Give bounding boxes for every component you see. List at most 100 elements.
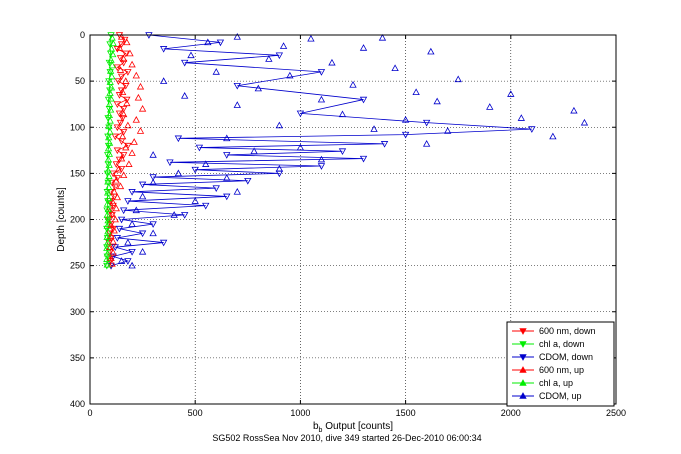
data-point bbox=[149, 229, 157, 237]
data-point bbox=[128, 189, 136, 196]
series-3 bbox=[106, 33, 147, 267]
data-point bbox=[195, 144, 204, 152]
data-point bbox=[107, 45, 116, 52]
data-point bbox=[103, 260, 111, 268]
data-point bbox=[233, 82, 241, 90]
y-tick-label: 350 bbox=[70, 353, 85, 363]
data-point bbox=[132, 116, 140, 123]
data-point bbox=[128, 248, 136, 256]
data-point bbox=[117, 73, 126, 81]
data-point bbox=[149, 174, 157, 181]
data-point bbox=[570, 106, 578, 114]
y-tick-label: 150 bbox=[70, 168, 85, 178]
data-point bbox=[103, 199, 112, 207]
data-point bbox=[103, 188, 112, 196]
data-point bbox=[104, 205, 112, 213]
data-point bbox=[132, 71, 140, 79]
data-point bbox=[123, 96, 131, 104]
data-point bbox=[159, 239, 168, 247]
y-tick-label: 400 bbox=[70, 399, 85, 409]
data-point bbox=[118, 88, 127, 95]
data-point bbox=[486, 103, 494, 110]
data-point bbox=[119, 152, 128, 159]
data-point bbox=[181, 92, 189, 99]
data-point bbox=[244, 177, 252, 185]
x-tick-label: 1000 bbox=[290, 408, 310, 418]
data-point bbox=[107, 94, 115, 102]
data-point bbox=[296, 110, 305, 118]
data-point bbox=[159, 46, 168, 53]
data-point bbox=[223, 152, 231, 159]
data-point bbox=[507, 90, 515, 97]
data-point bbox=[108, 259, 116, 267]
data-point bbox=[170, 211, 178, 218]
data-point bbox=[275, 164, 284, 172]
data-point bbox=[106, 78, 114, 85]
data-point bbox=[202, 160, 210, 167]
data-point bbox=[104, 194, 113, 202]
data-point bbox=[108, 210, 116, 217]
data-point bbox=[103, 249, 112, 257]
y-tick-label: 0 bbox=[80, 30, 85, 40]
data-point bbox=[174, 169, 183, 177]
data-point bbox=[103, 233, 111, 240]
data-point bbox=[106, 128, 114, 135]
data-point bbox=[149, 178, 157, 186]
series-line bbox=[110, 34, 532, 267]
data-point bbox=[117, 41, 126, 49]
data-point bbox=[254, 84, 262, 92]
data-point bbox=[107, 221, 115, 228]
data-point bbox=[338, 148, 347, 156]
data-point bbox=[115, 44, 124, 51]
data-point bbox=[111, 184, 119, 192]
data-point bbox=[216, 39, 225, 47]
data-point bbox=[119, 106, 128, 113]
data-point bbox=[105, 111, 114, 119]
data-point bbox=[124, 258, 132, 265]
data-point bbox=[286, 71, 294, 79]
data-point bbox=[113, 147, 122, 155]
data-point bbox=[134, 93, 143, 101]
x-tick-label: 500 bbox=[188, 408, 203, 418]
data-point bbox=[104, 227, 112, 235]
data-point bbox=[132, 206, 140, 214]
legend-entry: 600 nm, down bbox=[512, 326, 596, 336]
data-point bbox=[138, 181, 147, 189]
data-point bbox=[117, 257, 126, 264]
data-point bbox=[117, 154, 126, 162]
data-point bbox=[296, 143, 305, 151]
data-point bbox=[104, 155, 112, 163]
data-point bbox=[128, 220, 136, 227]
data-point bbox=[114, 165, 123, 173]
data-point bbox=[528, 126, 536, 133]
data-point bbox=[109, 170, 117, 178]
x-axis-label-main: b bbox=[313, 421, 319, 432]
data-point bbox=[191, 197, 199, 204]
data-point bbox=[106, 243, 114, 250]
data-point bbox=[103, 238, 112, 246]
data-point bbox=[107, 56, 115, 63]
data-point bbox=[115, 92, 124, 99]
data-point bbox=[174, 135, 183, 143]
data-point bbox=[104, 96, 113, 104]
series-5 bbox=[117, 33, 589, 269]
data-point bbox=[115, 225, 124, 233]
data-point bbox=[130, 138, 138, 145]
data-point bbox=[212, 68, 220, 75]
data-point bbox=[233, 188, 241, 195]
data-point bbox=[113, 101, 122, 109]
data-point bbox=[202, 202, 210, 210]
data-point bbox=[103, 211, 111, 218]
data-point bbox=[138, 230, 147, 238]
data-point bbox=[117, 33, 126, 40]
data-point bbox=[116, 119, 125, 127]
data-point bbox=[580, 118, 589, 126]
data-point bbox=[212, 185, 220, 192]
legend-label: chl a, up bbox=[539, 378, 573, 388]
x-tick-label: 2000 bbox=[501, 408, 521, 418]
plot-area bbox=[103, 32, 589, 270]
data-point bbox=[338, 110, 347, 118]
data-point bbox=[136, 127, 145, 134]
data-point bbox=[317, 163, 326, 170]
